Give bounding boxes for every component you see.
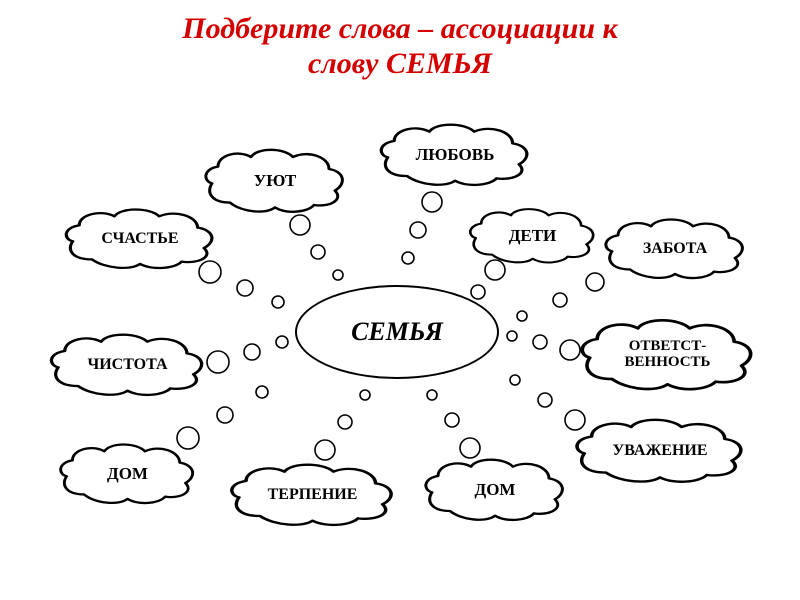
cloud-label-uyut: УЮТ — [200, 145, 350, 217]
center-label: СЕМЬЯ — [351, 317, 443, 347]
cloud-uyut: УЮТ — [200, 145, 350, 217]
cloud-label-resp: ОТВЕТСТ- ВЕННОСТЬ — [575, 315, 760, 395]
cloud-label-love: ЛЮБОВЬ — [375, 120, 535, 190]
cloud-chist: ЧИСТОТА — [45, 330, 210, 400]
cloud-label-terp: ТЕРПЕНИЕ — [225, 460, 400, 530]
cloud-happy: СЧАСТЬЕ — [60, 205, 220, 273]
cloud-resp: ОТВЕТСТ- ВЕННОСТЬ — [575, 315, 760, 395]
diagram-stage: Подберите слова – ассоциации к слову СЕМ… — [0, 0, 800, 600]
cloud-label-deti: ДЕТИ — [465, 205, 600, 267]
cloud-uvaj: УВАЖЕНИЕ — [570, 415, 750, 487]
cloud-love: ЛЮБОВЬ — [375, 120, 535, 190]
cloud-label-dom1: ДОМ — [55, 440, 200, 508]
cloud-dom2: ДОМ — [420, 455, 570, 525]
cloud-label-zabota: ЗАБОТА — [600, 215, 750, 283]
cloud-label-dom2: ДОМ — [420, 455, 570, 525]
cloud-zabota: ЗАБОТА — [600, 215, 750, 283]
cloud-label-uvaj: УВАЖЕНИЕ — [570, 415, 750, 487]
center-node: СЕМЬЯ — [295, 285, 499, 379]
cloud-deti: ДЕТИ — [465, 205, 600, 267]
cloud-label-chist: ЧИСТОТА — [45, 330, 210, 400]
cloud-terp: ТЕРПЕНИЕ — [225, 460, 400, 530]
cloud-dom1: ДОМ — [55, 440, 200, 508]
cloud-label-happy: СЧАСТЬЕ — [60, 205, 220, 273]
